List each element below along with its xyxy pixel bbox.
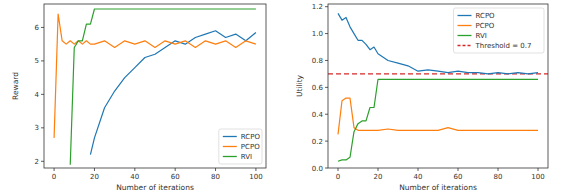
y-tick: [41, 94, 44, 95]
y-tick: [41, 161, 44, 162]
x-tick-label: 0: [336, 173, 340, 181]
y-tick-label: 1.0: [312, 30, 323, 38]
y-tick: [325, 33, 328, 34]
legend-box: [219, 129, 262, 164]
x-tick: [498, 168, 499, 171]
x-tick: [418, 168, 419, 171]
legend-label: RCPO: [241, 133, 261, 141]
x-tick: [134, 168, 135, 171]
legend-swatch: [458, 15, 472, 16]
legend-swatch: [223, 156, 237, 157]
legend: RCPO PCPO RVI Threshold = 0.7: [454, 8, 545, 53]
x-tick-label: 40: [414, 173, 423, 181]
x-tick-label: 0: [52, 173, 56, 181]
series-line: [338, 79, 538, 161]
y-tick-label: 6: [35, 24, 40, 32]
x-tick: [175, 168, 176, 171]
legend-label: RVI: [241, 153, 252, 161]
y-tick: [325, 114, 328, 115]
x-tick: [378, 168, 379, 171]
legend: RCPO PCPO RVI: [219, 129, 262, 164]
x-tick: [458, 168, 459, 171]
y-tick: [325, 141, 328, 142]
y-axis-label: Utility: [295, 74, 304, 97]
x-tick-label: 80: [211, 173, 220, 181]
y-tick: [41, 60, 44, 61]
x-tick: [255, 168, 256, 171]
x-tick-label: 60: [171, 173, 180, 181]
chart: 0 20 40 60 80 100 0.0 0.2 0.4 0.6 0.8 1.0 1.2 Number …: [295, 3, 548, 192]
y-tick: [325, 168, 328, 169]
y-tick-label: 5: [35, 57, 39, 65]
x-tick: [94, 168, 95, 171]
plot-frame: [328, 4, 548, 168]
y-tick: [41, 27, 44, 28]
x-tick: [54, 168, 55, 171]
x-tick-label: 40: [130, 173, 139, 181]
legend-swatch: [458, 45, 472, 46]
plot-frame: [44, 4, 266, 168]
x-tick: [215, 168, 216, 171]
x-tick: [338, 168, 339, 171]
legend-box: [454, 8, 545, 53]
legend-label: PCPO: [476, 22, 495, 30]
chart: 0 20 40 60 80 100 2 3 4 5 6 Number of iterations Rew…: [11, 4, 266, 192]
legend-label: Threshold = 0.7: [475, 42, 532, 50]
y-tick: [41, 127, 44, 128]
y-tick-label: 2: [35, 158, 39, 166]
legend-swatch: [458, 35, 472, 36]
x-tick: [538, 168, 539, 171]
y-tick-label: 1.2: [312, 3, 323, 11]
y-axis-label: Reward: [11, 72, 20, 100]
legend-swatch: [223, 146, 237, 147]
y-tick-label: 0.2: [312, 138, 323, 146]
x-tick-label: 20: [90, 173, 99, 181]
legend-label: PCPO: [241, 143, 260, 151]
x-axis-label: Number of iterations: [116, 183, 194, 192]
x-tick-label: 100: [249, 173, 262, 181]
x-tick-label: 60: [454, 173, 463, 181]
y-tick-label: 3: [35, 124, 39, 132]
legend-swatch: [458, 25, 472, 26]
y-tick: [325, 6, 328, 7]
y-tick-label: 0.8: [312, 57, 323, 65]
legend-swatch: [223, 136, 237, 137]
x-axis-label: Number of iterations: [399, 183, 477, 192]
y-tick: [325, 60, 328, 61]
y-tick: [325, 87, 328, 88]
x-tick-label: 100: [531, 173, 544, 181]
y-tick-label: 4: [35, 91, 40, 99]
legend-label: RCPO: [476, 12, 496, 20]
x-tick-label: 20: [374, 173, 383, 181]
x-tick-label: 80: [494, 173, 503, 181]
series-line: [90, 31, 255, 155]
y-tick-label: 0.0: [312, 165, 323, 173]
legend-label: RVI: [476, 32, 487, 40]
y-tick-label: 0.6: [312, 84, 324, 92]
y-tick-label: 0.4: [312, 111, 324, 119]
figure: 0 20 40 60 80 100 2 3 4 5 6 Number of iterations Rew…: [0, 0, 574, 196]
